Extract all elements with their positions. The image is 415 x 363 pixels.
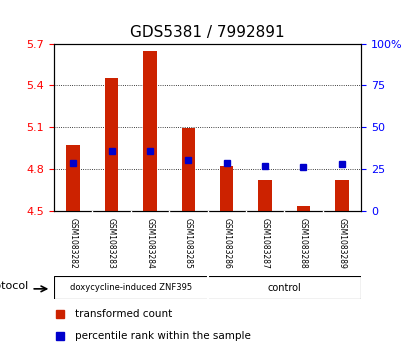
Text: transformed count: transformed count <box>76 309 173 319</box>
Text: GSM1083285: GSM1083285 <box>184 218 193 269</box>
Text: protocol: protocol <box>0 281 28 291</box>
Bar <box>259 180 272 211</box>
Text: GSM1083289: GSM1083289 <box>337 218 347 269</box>
Bar <box>297 206 310 211</box>
Text: GSM1083286: GSM1083286 <box>222 218 231 269</box>
Bar <box>66 145 80 211</box>
Text: GSM1083288: GSM1083288 <box>299 218 308 269</box>
Text: doxycycline-induced ZNF395: doxycycline-induced ZNF395 <box>70 283 192 292</box>
Bar <box>182 129 195 211</box>
Bar <box>335 180 349 211</box>
Text: GSM1083284: GSM1083284 <box>145 218 154 269</box>
Text: GSM1083283: GSM1083283 <box>107 218 116 269</box>
Text: GSM1083287: GSM1083287 <box>261 218 270 269</box>
Text: percentile rank within the sample: percentile rank within the sample <box>76 331 251 341</box>
Title: GDS5381 / 7992891: GDS5381 / 7992891 <box>130 25 285 40</box>
Bar <box>220 166 233 211</box>
Text: GSM1083282: GSM1083282 <box>68 218 78 269</box>
Text: control: control <box>267 283 301 293</box>
Bar <box>143 50 156 211</box>
Bar <box>105 78 118 211</box>
